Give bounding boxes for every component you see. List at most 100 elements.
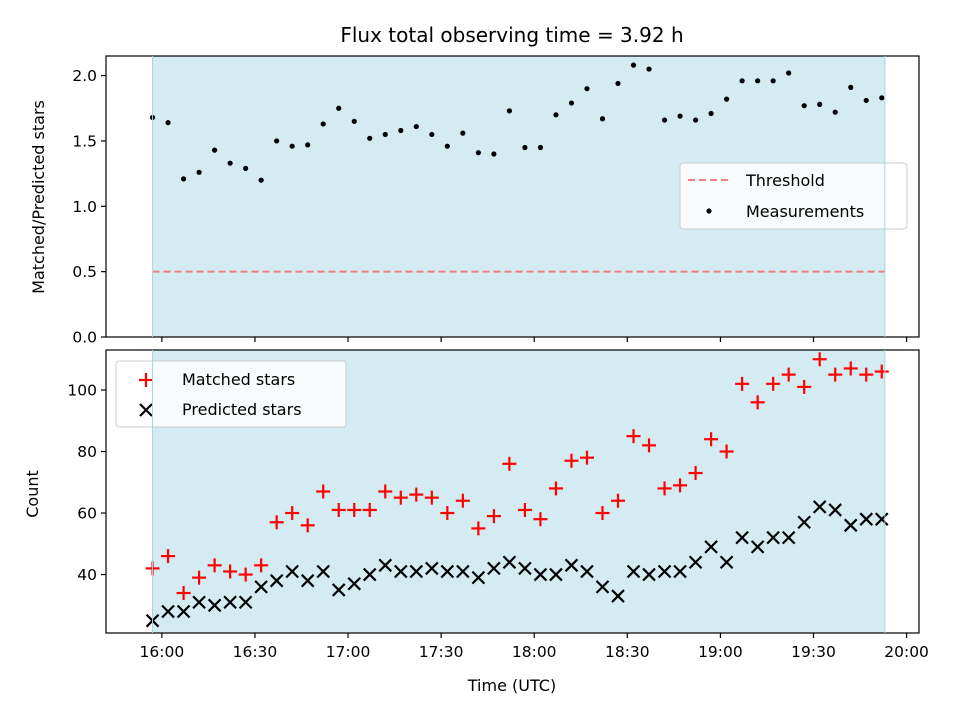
predicted-point (238, 595, 253, 610)
top-legend-box (679, 162, 908, 230)
matched-point (642, 438, 657, 453)
measurement-point (212, 147, 218, 153)
measurement-point (630, 62, 637, 68)
matched-point (517, 502, 532, 517)
matched-point (719, 444, 734, 459)
predicted-point (254, 580, 268, 594)
measurement-point (568, 100, 575, 106)
matched-point (269, 515, 284, 530)
predicted-point (766, 530, 780, 545)
matched-point (331, 502, 346, 517)
matched-point (238, 567, 253, 582)
matched-point (285, 506, 300, 521)
matched-point (735, 376, 750, 391)
matched-point (223, 564, 238, 579)
measurement-point (739, 78, 745, 84)
bottom-panel: 40 60 80 100 16:00 16:30 17:00 17:30 18:00 18:30… (23, 349, 929, 695)
predicted-point (192, 595, 206, 610)
predicted-point (331, 583, 346, 597)
matched-point (316, 484, 331, 499)
matched-point (486, 509, 501, 524)
predicted-point (394, 564, 408, 579)
y-tick-label: 0.5 (72, 263, 97, 281)
predicted-point (300, 573, 315, 588)
bottom-axes-frame (105, 349, 920, 634)
y-tick-label: 80 (77, 443, 97, 461)
matched-point (161, 549, 176, 564)
top-y-axis-label: Matched/Predicted stars (29, 100, 48, 294)
measurement-point (491, 151, 497, 157)
matched-point (781, 367, 796, 382)
matched-point (595, 506, 610, 521)
x-axis-label: Time (UTC) (467, 676, 556, 695)
predicted-point (704, 540, 718, 554)
measurement-point (879, 95, 885, 101)
matched-point (750, 395, 765, 410)
matched-point (502, 456, 517, 471)
measurement-point (848, 84, 854, 90)
measurement-point (522, 144, 528, 151)
matched-point (455, 493, 470, 508)
predicted-point (176, 604, 191, 619)
predicted-point (626, 564, 641, 579)
predicted-point (673, 564, 687, 579)
bottom-x-ticks: 16:00 16:30 17:00 17:30 18:00 18:30 19:00 19:30… (140, 633, 929, 661)
matched-stars-points (145, 352, 889, 601)
matched-point (378, 484, 393, 499)
measurement-point (398, 127, 404, 134)
measurement-point (724, 96, 730, 102)
measurement-point (677, 113, 683, 119)
matched-point (797, 379, 812, 394)
predicted-point (316, 564, 330, 579)
predicted-point (549, 567, 563, 582)
matched-point (548, 481, 563, 496)
matched-point (300, 518, 315, 533)
predicted-point (502, 555, 517, 570)
measurements-legend-label: Measurements (746, 202, 864, 221)
measurement-point (786, 70, 792, 76)
predicted-point (874, 512, 889, 526)
chart-title: Flux total observing time = 3.92 h (340, 23, 683, 47)
top-x-ticks (161, 337, 908, 342)
top-panel: 0.00.51.01.52.0 Matched/Predicted stars … (29, 55, 920, 347)
predicted-point (456, 564, 470, 579)
measurement-point (196, 169, 202, 175)
predicted-point (812, 500, 827, 514)
matched-point (626, 429, 641, 444)
measurement-point (553, 112, 559, 118)
threshold-legend-label: Threshold (745, 171, 825, 190)
measurement-point (289, 143, 295, 149)
top-legend: Threshold Measurements (679, 162, 908, 230)
matched-point (828, 367, 843, 382)
predicted-point (207, 598, 222, 613)
x-tick-label: 18:30 (605, 643, 650, 661)
predicted-point (595, 580, 610, 594)
predicted-point (828, 503, 842, 517)
measurement-point (305, 142, 311, 148)
predicted-stars-points (145, 500, 889, 628)
predicted-point (378, 558, 393, 573)
predicted-point (657, 564, 672, 579)
matched-point (347, 502, 362, 517)
matched-point (533, 512, 548, 527)
predicted-point (611, 589, 625, 603)
measurement-point (460, 130, 466, 136)
matched-point (564, 453, 579, 468)
predicted-point (642, 567, 656, 582)
y-tick-label: 0.0 (72, 329, 97, 347)
measurement-point (165, 120, 171, 126)
measurement-point (429, 131, 435, 138)
matched-point (579, 450, 594, 465)
measurement-points (149, 62, 885, 183)
measurement-point (599, 116, 606, 122)
predicted-point (223, 595, 237, 610)
x-tick-label: 19:00 (698, 643, 743, 661)
predicted-point (859, 512, 874, 526)
bottom-legend: Matched stars Predicted stars (115, 360, 347, 428)
matched-point (176, 586, 191, 601)
predicted-point (843, 518, 858, 533)
measurement-point (180, 176, 187, 182)
measurement-point (817, 101, 823, 107)
measurement-point (770, 78, 776, 84)
matched-legend-label: Matched stars (182, 370, 295, 389)
